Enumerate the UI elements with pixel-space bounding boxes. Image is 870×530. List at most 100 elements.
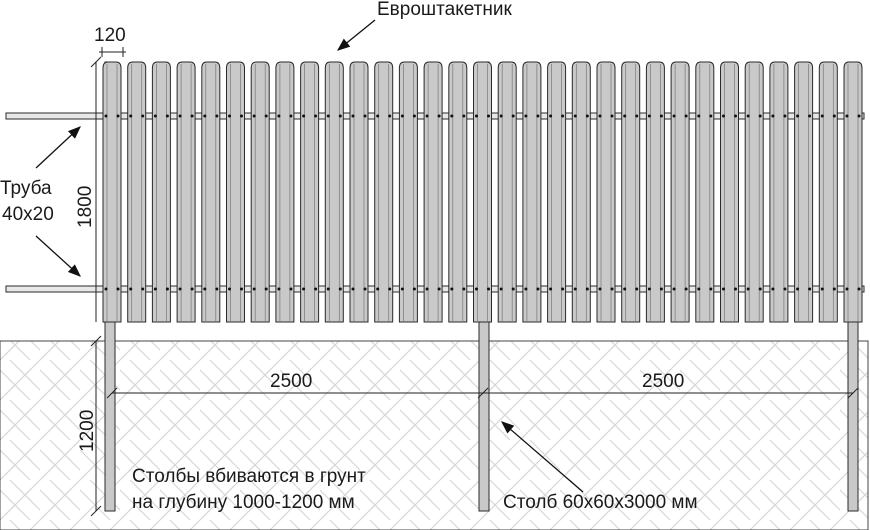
note-line2: на глубину 1000-1200 мм xyxy=(132,492,355,513)
rivet xyxy=(487,114,490,118)
rivet xyxy=(264,114,268,118)
arrow-post xyxy=(501,421,584,493)
rivet xyxy=(734,287,737,291)
rivet xyxy=(190,114,194,118)
rivet xyxy=(499,114,503,118)
rivet xyxy=(141,287,145,291)
rivet xyxy=(857,287,861,291)
rivet xyxy=(746,114,750,118)
rivet xyxy=(363,114,367,118)
rivet xyxy=(585,114,589,118)
rivet xyxy=(302,114,306,118)
rivet xyxy=(623,114,627,118)
rivet xyxy=(832,114,836,118)
rivet xyxy=(450,114,454,118)
picket xyxy=(818,61,838,323)
rivet xyxy=(104,114,108,118)
rivet xyxy=(722,114,725,118)
rivet xyxy=(746,287,750,291)
picket xyxy=(497,61,517,323)
rivet xyxy=(289,287,293,291)
rivet xyxy=(376,114,380,118)
picket xyxy=(473,61,492,323)
rivet xyxy=(561,287,565,291)
rivet xyxy=(796,114,800,118)
rivet xyxy=(499,287,503,291)
arrow-picket xyxy=(336,19,376,51)
note-line1: Столбы вбиваются в грунт xyxy=(132,466,366,487)
rivet xyxy=(659,287,663,291)
rivet xyxy=(857,114,861,118)
pipe-label-line1: Труба xyxy=(0,178,52,199)
rivet xyxy=(141,114,145,118)
rivet xyxy=(277,287,281,291)
depth-label: 1200 xyxy=(77,409,98,452)
rivet xyxy=(709,287,713,291)
picket xyxy=(547,61,567,323)
rivet xyxy=(104,287,108,291)
rivet xyxy=(190,287,194,291)
rivet xyxy=(771,287,775,291)
rivet xyxy=(388,287,392,291)
rivet xyxy=(302,287,306,291)
rivet xyxy=(252,287,256,291)
picket xyxy=(398,61,418,323)
rivet xyxy=(697,114,701,118)
rivet xyxy=(573,287,577,291)
rivet xyxy=(165,114,169,118)
arrow-pipe-top xyxy=(35,126,81,169)
picket xyxy=(151,61,171,323)
rivet xyxy=(425,114,429,118)
picket xyxy=(275,61,295,323)
picket xyxy=(522,61,542,323)
rivet xyxy=(647,114,651,118)
rivet xyxy=(351,287,355,291)
rivet xyxy=(536,114,540,118)
rivet xyxy=(783,114,787,118)
rivet xyxy=(203,114,207,118)
picket xyxy=(645,61,665,323)
picket xyxy=(324,61,344,323)
picket xyxy=(720,61,739,323)
rivet xyxy=(289,114,293,118)
picket xyxy=(794,61,814,323)
rivet xyxy=(635,114,639,118)
rivet xyxy=(437,287,441,291)
picket-label: Евроштакетник xyxy=(377,0,512,20)
rivet xyxy=(524,114,528,118)
rivet xyxy=(598,114,602,118)
rivet xyxy=(425,287,429,291)
rivet xyxy=(338,114,342,118)
rivet xyxy=(475,114,478,118)
picket xyxy=(102,61,122,323)
rivet xyxy=(845,114,849,118)
rivet xyxy=(240,287,243,291)
picket xyxy=(226,61,245,323)
rivet xyxy=(549,287,553,291)
rivet xyxy=(758,287,762,291)
picket xyxy=(448,61,468,323)
rivet xyxy=(412,287,416,291)
picket xyxy=(176,61,196,323)
rivet xyxy=(561,114,565,118)
rivet xyxy=(252,114,256,118)
rivet xyxy=(116,114,120,118)
rivet xyxy=(228,114,231,118)
rivet xyxy=(363,287,367,291)
rivet xyxy=(228,287,231,291)
rivet xyxy=(672,287,676,291)
rivet xyxy=(264,287,268,291)
rivet xyxy=(388,114,392,118)
rivet xyxy=(709,114,713,118)
rivet xyxy=(734,114,737,118)
rivet xyxy=(437,114,441,118)
rivet xyxy=(475,287,478,291)
rivet xyxy=(153,287,157,291)
rivet xyxy=(672,114,676,118)
rivet xyxy=(549,114,553,118)
rivet xyxy=(684,114,688,118)
rivet xyxy=(487,287,490,291)
rivet xyxy=(832,287,836,291)
rivet xyxy=(610,114,614,118)
